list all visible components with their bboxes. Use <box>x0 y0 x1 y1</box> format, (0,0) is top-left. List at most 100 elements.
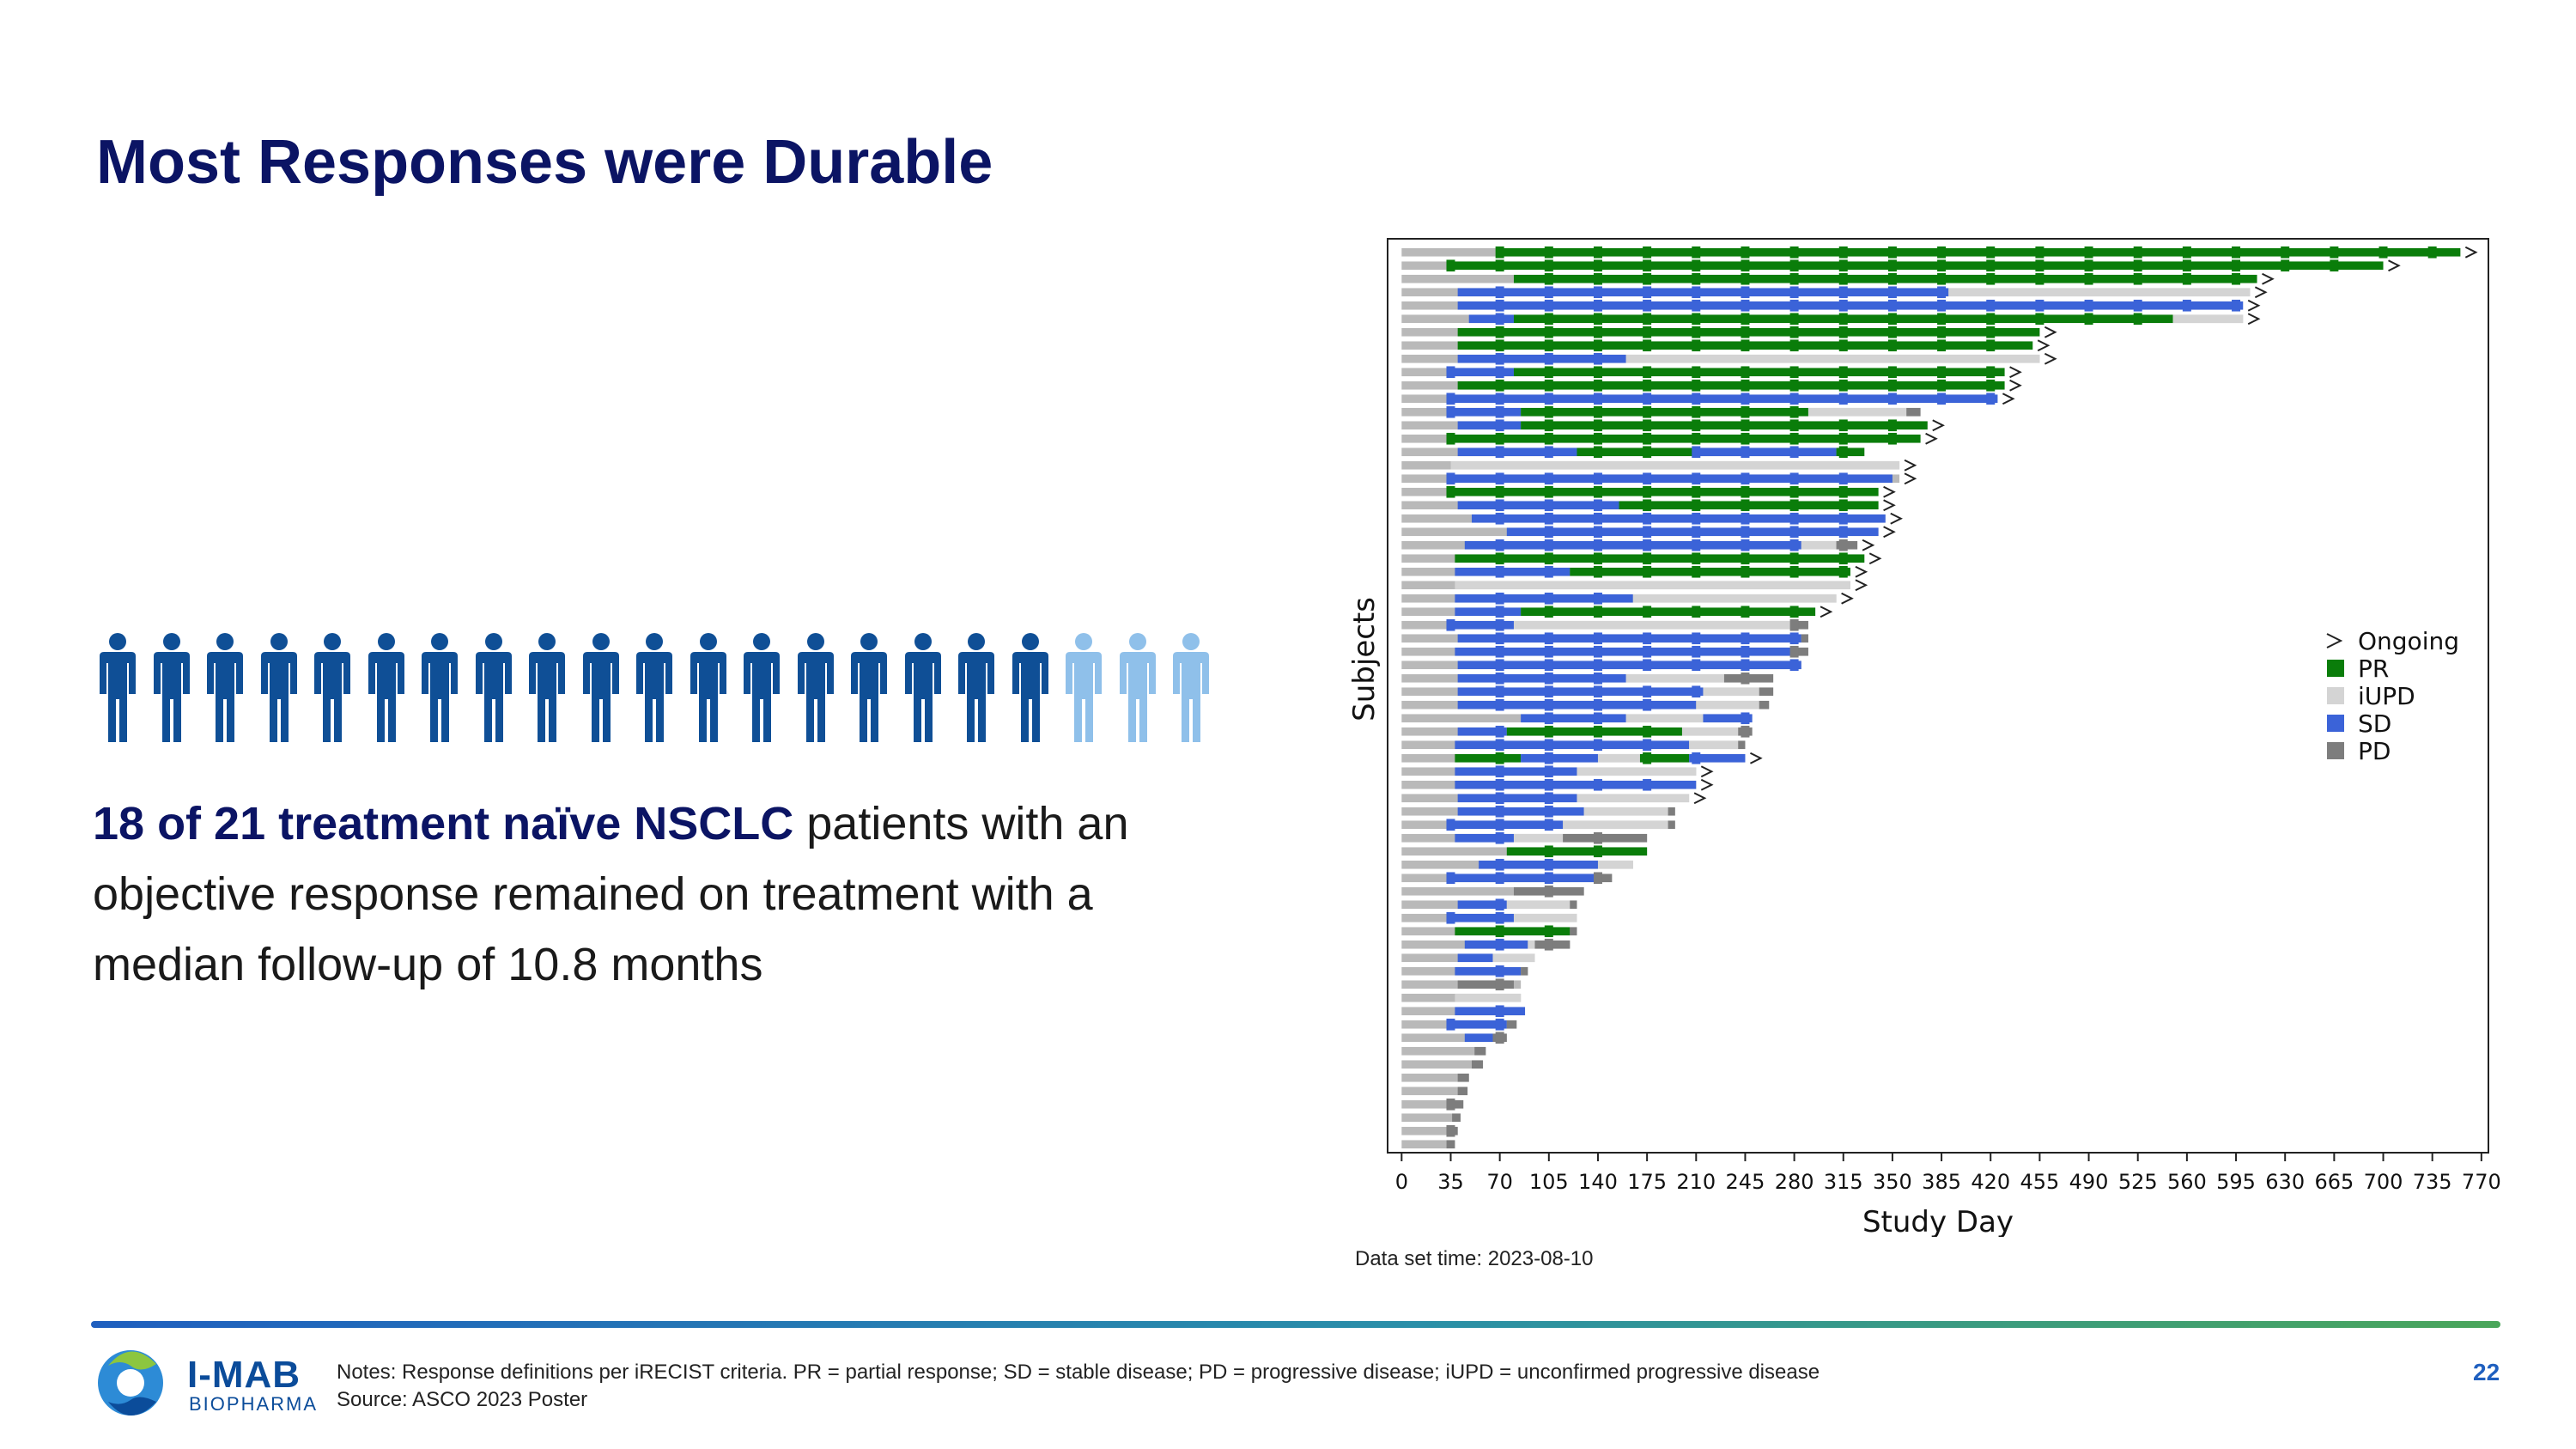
assessment-marker <box>1887 326 1897 338</box>
ongoing-arrow <box>2247 299 2261 312</box>
y-axis-label: Subjects <box>1347 597 1382 721</box>
subject-base-bar <box>1401 886 1584 896</box>
assessment-marker <box>1692 645 1701 658</box>
response-segment-iupd <box>1455 993 1522 1002</box>
assessment-marker <box>1789 552 1799 565</box>
person-icon <box>797 633 834 742</box>
assessment-marker <box>1593 352 1602 365</box>
swimmer-chart: 0 35 70 105 140 175 210 245 280 315 350 385 420 455 49… <box>1347 238 2501 1237</box>
ongoing-arrow <box>2388 259 2401 272</box>
response-segment-pr <box>1455 927 1571 936</box>
assessment-marker <box>1741 405 1750 418</box>
assessment-marker <box>1838 299 1848 312</box>
response-segment-pd <box>1457 1087 1468 1096</box>
assessment-marker <box>1544 366 1553 379</box>
legend-swatch-iupd <box>2327 687 2344 704</box>
response-segment-pr <box>1521 407 1808 417</box>
assessment-marker <box>2084 299 2093 312</box>
response-segment-iupd <box>1492 953 1535 963</box>
assessment-marker <box>1789 499 1799 512</box>
ongoing-arrow <box>1700 778 1714 791</box>
assessment-marker <box>1544 485 1553 498</box>
response-segment-iupd <box>1455 581 1850 590</box>
summary-text: 18 of 21 treatment naïve NSCLC patients … <box>93 788 1235 1000</box>
assessment-marker <box>1838 272 1848 285</box>
assessment-marker <box>1741 512 1750 525</box>
x-tick-label: 525 <box>2118 1170 2158 1194</box>
response-segment-pd <box>1794 647 1808 656</box>
response-segment-iupd <box>1528 940 1535 949</box>
assessment-marker <box>1544 672 1553 685</box>
assessment-marker <box>1544 339 1553 352</box>
ongoing-arrow <box>1883 499 1896 512</box>
assessment-marker <box>1544 858 1553 871</box>
assessment-marker <box>1544 792 1553 805</box>
response-segment-sd <box>1457 634 1801 643</box>
assessment-marker <box>1495 472 1504 485</box>
assessment-marker <box>1789 393 1799 405</box>
assessment-marker <box>1495 805 1504 818</box>
assessment-marker <box>1692 552 1701 565</box>
assessment-marker <box>1692 539 1701 551</box>
assessment-marker <box>1692 393 1701 405</box>
ongoing-arrow <box>2254 286 2268 299</box>
ongoing-arrow <box>1693 792 1707 805</box>
ongoing-arrow <box>2044 326 2057 338</box>
x-tick-label: 770 <box>2462 1170 2501 1194</box>
assessment-marker <box>1593 379 1602 392</box>
x-tick-label: 0 <box>1395 1170 1408 1194</box>
assessment-marker <box>1692 259 1701 272</box>
assessment-marker <box>1741 485 1750 498</box>
assessment-marker <box>1446 911 1455 924</box>
assessment-marker <box>1887 393 1897 405</box>
person-icon <box>1066 633 1102 742</box>
assessment-marker <box>1789 432 1799 445</box>
assessment-marker <box>1593 632 1602 645</box>
assessment-marker <box>1789 326 1799 338</box>
response-segment-sd <box>1457 794 1577 803</box>
response-segment-pr <box>1836 447 1865 457</box>
assessment-marker <box>1789 339 1799 352</box>
x-tick-label: 420 <box>1971 1170 2010 1194</box>
response-segment-sd <box>1457 661 1801 670</box>
ongoing-arrow <box>2262 272 2275 285</box>
assessment-marker <box>1643 685 1652 698</box>
assessment-marker <box>1643 645 1652 658</box>
response-segment-sd <box>1450 913 1514 922</box>
assessment-marker <box>1692 405 1701 418</box>
assessment-marker <box>1446 366 1455 379</box>
response-segment-iupd <box>1597 753 1640 763</box>
assessment-marker <box>2379 246 2388 259</box>
assessment-marker <box>1789 272 1799 285</box>
legend-label: iUPD <box>2358 682 2415 710</box>
ongoing-arrow <box>2009 379 2022 392</box>
response-segment-iupd <box>1625 714 1704 723</box>
response-segment-sd <box>1457 501 1619 510</box>
response-segment-pd <box>1668 807 1675 816</box>
assessment-marker <box>1741 526 1750 539</box>
assessment-marker <box>1593 526 1602 539</box>
assessment-marker <box>1544 539 1553 551</box>
response-segment-sd <box>1455 833 1514 843</box>
ongoing-arrow <box>2044 352 2057 365</box>
assessment-marker <box>1593 645 1602 658</box>
subject-base-bar <box>1401 1140 1455 1149</box>
assessment-marker <box>1593 565 1602 578</box>
response-segment-pd <box>1668 820 1675 830</box>
response-segment-sd <box>1457 354 1626 363</box>
assessment-marker <box>1495 592 1504 605</box>
assessment-marker <box>1593 539 1602 551</box>
assessment-marker <box>1495 685 1504 698</box>
assessment-marker <box>1789 606 1799 618</box>
assessment-marker <box>1838 552 1848 565</box>
summary-rest: patients with an objective response rema… <box>93 798 1129 990</box>
assessment-marker <box>1887 379 1897 392</box>
response-segment-pr <box>1639 753 1690 763</box>
assessment-marker <box>1593 845 1602 858</box>
assessment-marker <box>1692 526 1701 539</box>
assessment-marker <box>2035 246 2044 259</box>
assessment-marker <box>1593 446 1602 459</box>
response-segment-pr <box>1455 554 1865 563</box>
ongoing-arrow <box>1868 552 1882 565</box>
assessment-marker <box>1593 299 1602 312</box>
